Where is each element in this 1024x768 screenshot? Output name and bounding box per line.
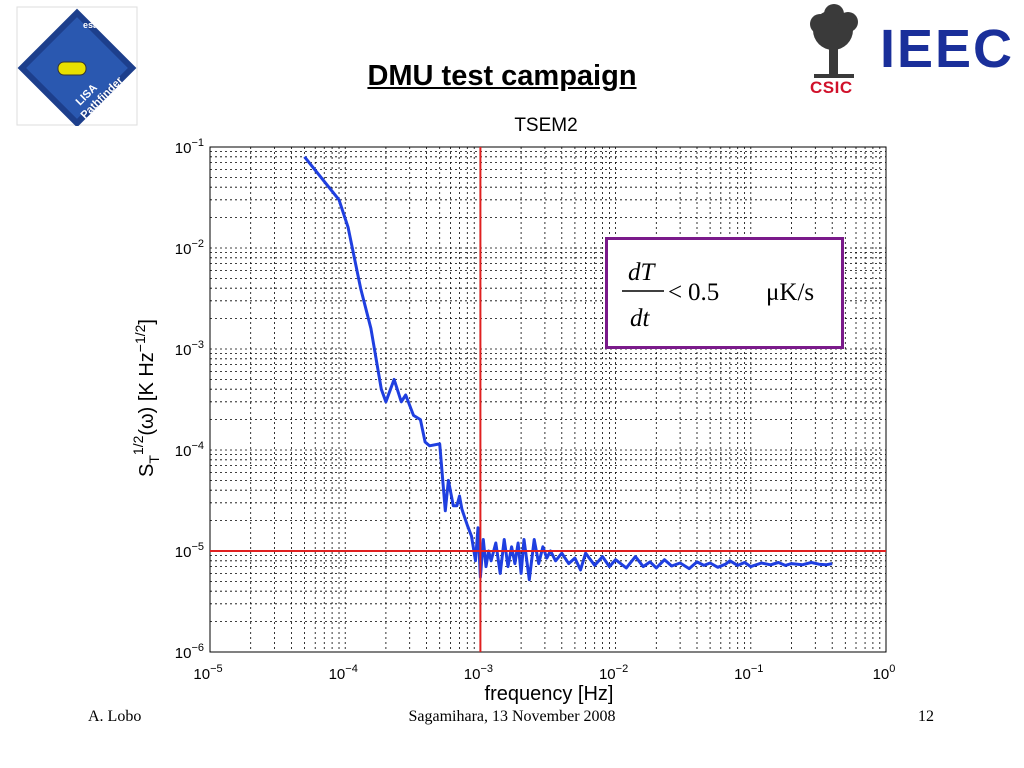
eq-denominator: dt: [630, 305, 651, 332]
footer-venue: Sagamihara, 13 November 2008: [408, 708, 616, 725]
y-tick-label: 10−2: [175, 238, 204, 258]
y-tick-label: 10−6: [175, 642, 204, 662]
rate-annotation-box: dT dt < 0.5 μK/s: [605, 237, 844, 349]
series-layer: [303, 155, 833, 582]
slide-title: DMU test campaign: [367, 60, 637, 92]
footer-author: A. Lobo: [88, 708, 142, 725]
y-tick-label: 10−3: [175, 339, 204, 359]
plot-border: [209, 146, 887, 653]
x-tick-label: 10−2: [599, 663, 628, 683]
y-tick-label: 10−1: [175, 137, 204, 157]
x-tick-label: 100: [873, 663, 896, 683]
csic-tree-logo: [810, 4, 858, 78]
x-tick-label: 10−1: [734, 663, 763, 683]
y-tick-label: 10−5: [175, 541, 204, 561]
series-line: [303, 155, 833, 582]
y-tick-label: 10−4: [175, 440, 204, 460]
tick-labels: 10−5 10−4 10−3 10−2 10−1 10010−610−510−410−31…: [175, 137, 896, 683]
ieec-logo-text: IEEC: [880, 19, 1015, 79]
x-tick-label: 10−4: [329, 663, 358, 683]
footer-page-number: 12: [918, 708, 934, 725]
reference-lines: [210, 147, 886, 652]
y-axis-label-text: ST1/2(ω) [K Hz−1/2]: [130, 319, 162, 477]
y-axis-label: ST1/2(ω) [K Hz−1/2]: [130, 319, 162, 477]
logo-esa-text: esa: [83, 20, 99, 30]
eq-numerator: dT: [628, 259, 657, 286]
eq-value: 0.5: [688, 279, 719, 306]
csic-logo-text: CSIC: [810, 78, 853, 97]
chart-title: TSEM2: [514, 115, 577, 136]
eq-relation: <: [668, 279, 682, 306]
eq-unit: μK/s: [766, 279, 814, 306]
x-axis-label: frequency [Hz]: [485, 683, 614, 705]
plot-frame: [209, 146, 887, 653]
lisa-pathfinder-logo: esa LISA Pathfinder: [16, 6, 138, 126]
rate-equation: dT dt < 0.5 μK/s: [622, 259, 814, 332]
grid-layer: [209, 147, 886, 653]
x-tick-label: 10−3: [464, 663, 493, 683]
x-tick-label: 10−5: [193, 663, 222, 683]
